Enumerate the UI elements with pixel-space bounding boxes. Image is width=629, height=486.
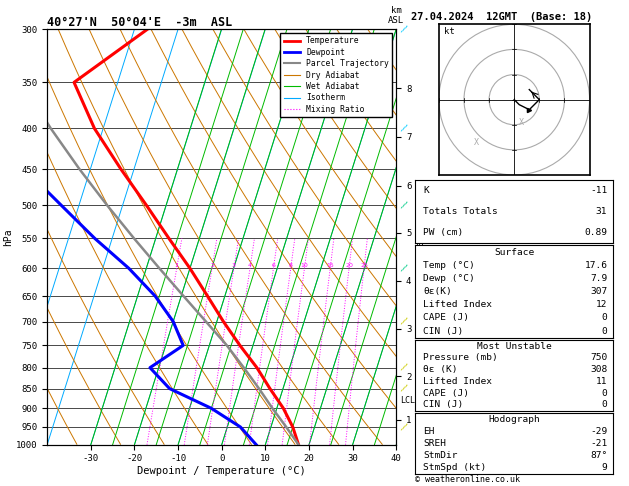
Text: 1: 1 (175, 263, 179, 268)
Text: -29: -29 (590, 427, 608, 436)
Text: CIN (J): CIN (J) (423, 327, 464, 336)
Text: CAPE (J): CAPE (J) (423, 313, 469, 323)
Text: Totals Totals: Totals Totals (423, 207, 498, 216)
Text: 87°: 87° (590, 451, 608, 460)
Text: 12: 12 (596, 300, 608, 309)
Text: 25: 25 (360, 263, 368, 268)
Text: Temp (°C): Temp (°C) (423, 260, 475, 270)
Text: Most Unstable: Most Unstable (477, 342, 552, 350)
Legend: Temperature, Dewpoint, Parcel Trajectory, Dry Adiabat, Wet Adiabat, Isotherm, Mi: Temperature, Dewpoint, Parcel Trajectory… (281, 33, 392, 117)
Text: 10: 10 (301, 263, 308, 268)
Text: /: / (400, 263, 408, 274)
Text: 40°27'N  50°04'E  -3m  ASL: 40°27'N 50°04'E -3m ASL (47, 16, 233, 29)
Text: Pressure (mb): Pressure (mb) (423, 353, 498, 363)
Text: 0: 0 (601, 388, 608, 398)
Text: Dewp (°C): Dewp (°C) (423, 274, 475, 283)
Text: Lifted Index: Lifted Index (423, 300, 492, 309)
Text: LCL: LCL (401, 396, 415, 405)
Text: X: X (519, 118, 524, 127)
Text: 27.04.2024  12GMT  (Base: 18): 27.04.2024 12GMT (Base: 18) (411, 12, 592, 22)
Text: km
ASL: km ASL (388, 6, 404, 25)
Text: 31: 31 (596, 207, 608, 216)
Text: X: X (474, 138, 479, 147)
Text: 3: 3 (232, 263, 236, 268)
Text: 15: 15 (326, 263, 334, 268)
Text: 17.6: 17.6 (584, 260, 608, 270)
Text: /: / (400, 123, 408, 134)
Text: © weatheronline.co.uk: © weatheronline.co.uk (415, 474, 520, 484)
Text: /: / (400, 200, 408, 210)
Text: -21: -21 (590, 439, 608, 448)
Text: /: / (400, 24, 408, 35)
Text: /: / (400, 363, 408, 373)
Text: 750: 750 (590, 353, 608, 363)
Text: /: / (400, 383, 408, 394)
Text: 0: 0 (601, 400, 608, 409)
Text: 20: 20 (345, 263, 353, 268)
Text: 0: 0 (601, 327, 608, 336)
Text: -11: -11 (590, 186, 608, 195)
Text: CIN (J): CIN (J) (423, 400, 464, 409)
Text: CAPE (J): CAPE (J) (423, 388, 469, 398)
Y-axis label: hPa: hPa (3, 228, 13, 246)
Text: /: / (400, 316, 408, 327)
Text: 308: 308 (590, 365, 608, 374)
Y-axis label: Mixing Ratio (g/kg): Mixing Ratio (g/kg) (416, 181, 426, 293)
Text: Surface: Surface (494, 247, 534, 257)
Text: /: / (400, 422, 408, 432)
Text: StmSpd (kt): StmSpd (kt) (423, 463, 486, 472)
Text: StmDir: StmDir (423, 451, 457, 460)
Text: 7.9: 7.9 (590, 274, 608, 283)
Text: PW (cm): PW (cm) (423, 228, 464, 237)
Text: 307: 307 (590, 287, 608, 296)
Text: θε (K): θε (K) (423, 365, 457, 374)
Text: 6: 6 (272, 263, 276, 268)
Text: 0.89: 0.89 (584, 228, 608, 237)
Text: 8: 8 (289, 263, 292, 268)
Text: 2: 2 (210, 263, 214, 268)
Text: EH: EH (423, 427, 435, 436)
Text: 0: 0 (601, 313, 608, 323)
Text: θε(K): θε(K) (423, 287, 452, 296)
Text: 11: 11 (596, 377, 608, 386)
Text: Hodograph: Hodograph (488, 415, 540, 424)
Text: K: K (423, 186, 429, 195)
Text: SREH: SREH (423, 439, 446, 448)
Text: kt: kt (444, 27, 455, 36)
Text: 9: 9 (601, 463, 608, 472)
Text: Lifted Index: Lifted Index (423, 377, 492, 386)
Text: 4: 4 (248, 263, 252, 268)
X-axis label: Dewpoint / Temperature (°C): Dewpoint / Temperature (°C) (137, 466, 306, 476)
